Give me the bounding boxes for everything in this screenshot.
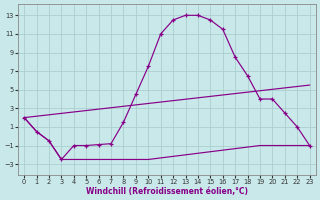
X-axis label: Windchill (Refroidissement éolien,°C): Windchill (Refroidissement éolien,°C) — [86, 187, 248, 196]
